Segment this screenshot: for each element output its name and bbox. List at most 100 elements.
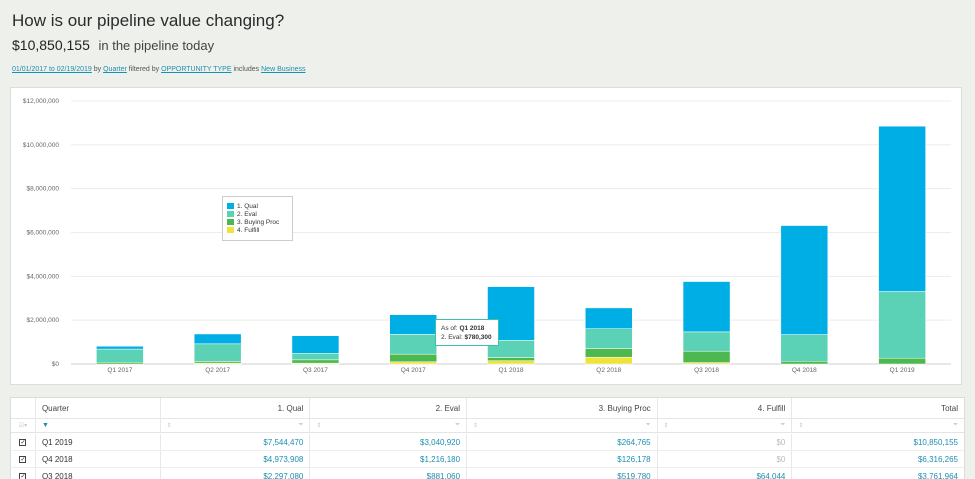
qual-cell[interactable]: $2,297,080 bbox=[161, 468, 311, 479]
sort-desc-icon[interactable]: ▼ bbox=[41, 422, 49, 429]
column-header-fulfill[interactable]: 4. Fulfill bbox=[658, 398, 793, 418]
column-header-buying[interactable]: 3. Buying Proc bbox=[467, 398, 658, 418]
bar-segment-eval[interactable] bbox=[291, 353, 340, 361]
qual-filter-cell[interactable]: ⇕ ⏷ bbox=[161, 419, 311, 432]
bar-segment-qual[interactable] bbox=[878, 125, 926, 292]
x-tick-label: Q4 2018 bbox=[792, 367, 817, 374]
bar-segment-qual[interactable] bbox=[96, 345, 144, 350]
buying-cell[interactable]: $519,780 bbox=[467, 468, 658, 479]
row-checkbox-cell[interactable]: ✓ bbox=[11, 468, 36, 479]
y-tick-label: $12,000,000 bbox=[23, 98, 60, 105]
legend-item-buying[interactable]: 3. Buying Proc bbox=[227, 218, 288, 226]
sort-arrows-icon: ⇕ bbox=[473, 423, 479, 429]
bar-segment-eval[interactable] bbox=[682, 331, 731, 352]
bar-segment-buying[interactable] bbox=[291, 359, 340, 364]
total-cell[interactable]: $6,316,265 bbox=[917, 454, 958, 464]
x-tick-label: Q3 2017 bbox=[303, 367, 328, 374]
total-filter-cell[interactable]: ⇕ ⏷ bbox=[792, 419, 964, 432]
eval-cell[interactable]: $881,060 bbox=[310, 468, 468, 479]
bar-segment-buying[interactable] bbox=[193, 361, 242, 364]
group-by-link[interactable]: Quarter bbox=[103, 66, 127, 73]
column-header-qual[interactable]: 1. Qual bbox=[161, 398, 311, 418]
filter-field-link[interactable]: OPPORTUNITY TYPE bbox=[161, 66, 232, 73]
buying-cell[interactable]: $264,765 bbox=[467, 434, 658, 450]
bar-segment-eval[interactable] bbox=[780, 334, 829, 362]
filter-icon: ⏷ bbox=[298, 422, 304, 428]
total-cell[interactable]: $3,761,964 bbox=[917, 471, 958, 479]
legend-label-qual: 1. Qual bbox=[237, 202, 258, 210]
bar-segment-buying[interactable] bbox=[780, 360, 829, 365]
eval-filter-cell[interactable]: ⇕ ⏷ bbox=[310, 419, 468, 432]
bar-segment-buying[interactable] bbox=[96, 361, 144, 365]
y-tick-label: $8,000,000 bbox=[26, 186, 59, 193]
fulfill-filter-cell[interactable]: ⇕ ⏷ bbox=[658, 419, 793, 432]
quarter-filter-cell[interactable]: ▼ bbox=[36, 419, 161, 432]
bar-segment-buying[interactable] bbox=[487, 357, 535, 361]
row-checkbox-cell[interactable]: ✓ bbox=[11, 434, 36, 450]
buying-cell[interactable]: $126,178 bbox=[467, 451, 658, 467]
y-tick-label: $10,000,000 bbox=[23, 142, 60, 149]
includes-text: includes bbox=[233, 66, 260, 73]
column-header-quarter[interactable]: Quarter bbox=[36, 398, 161, 418]
bar-segment-eval[interactable] bbox=[389, 334, 437, 355]
stacked-bar-chart: $0 $2,000,000 $4,000,000 $6,000,000 $8,000,0… bbox=[23, 98, 951, 374]
bar-segment-qual[interactable] bbox=[585, 307, 633, 329]
x-tick-label: Q2 2018 bbox=[596, 367, 621, 374]
column-header-eval[interactable]: 2. Eval bbox=[310, 398, 468, 418]
bar-segment-eval[interactable] bbox=[585, 328, 633, 349]
legend-item-fulfill[interactable]: 4. Fulfill bbox=[227, 226, 288, 234]
pipeline-summary: $10,850,155 in the pipeline today bbox=[12, 37, 214, 53]
bar-segment-eval[interactable] bbox=[878, 291, 926, 359]
bar-segment-eval[interactable] bbox=[96, 348, 144, 363]
row-checkbox[interactable]: ✓ bbox=[19, 455, 27, 463]
bar-segment-buying[interactable] bbox=[682, 350, 731, 363]
tooltip-series-value: $780,300 bbox=[464, 334, 492, 341]
eval-cell[interactable]: $1,216,180 bbox=[310, 451, 468, 467]
x-tick-label: Q1 2017 bbox=[107, 367, 132, 374]
by-text: by bbox=[93, 66, 102, 73]
total-cell[interactable]: $10,850,155 bbox=[913, 437, 959, 447]
table-row[interactable]: ✓ Q1 2019 $7,544,470 $3,040,920 $264,765… bbox=[11, 434, 964, 451]
bar-segment-fulfill[interactable] bbox=[487, 360, 535, 365]
bar-segment-fulfill[interactable] bbox=[585, 356, 633, 365]
bar-segment-qual[interactable] bbox=[193, 333, 242, 345]
date-range-link[interactable]: 01/01/2017 to 02/19/2019 bbox=[12, 66, 92, 73]
row-checkbox[interactable]: ✓ bbox=[19, 472, 27, 479]
quarter-cell: Q3 2018 bbox=[36, 468, 161, 479]
filter-value-link[interactable]: New Business bbox=[261, 66, 306, 73]
data-table: Quarter 1. Qual 2. Eval 3. Buying Proc 4… bbox=[10, 397, 965, 479]
column-header-total[interactable]: Total bbox=[941, 403, 958, 413]
bar-segment-qual[interactable] bbox=[389, 314, 437, 335]
bar-segment-eval[interactable] bbox=[193, 343, 242, 362]
qual-cell[interactable]: $4,973,908 bbox=[161, 451, 311, 467]
bar-segment-qual[interactable] bbox=[682, 281, 731, 333]
bar-segment-buying[interactable] bbox=[878, 357, 926, 365]
bar-segment-buying[interactable] bbox=[585, 348, 633, 358]
sort-arrows-icon: ⇕ bbox=[316, 423, 322, 429]
legend-item-eval[interactable]: 2. Eval bbox=[227, 210, 288, 218]
legend-item-qual[interactable]: 1. Qual bbox=[227, 202, 288, 210]
qual-cell[interactable]: $7,544,470 bbox=[161, 434, 311, 450]
row-checkbox-cell[interactable]: ✓ bbox=[11, 451, 36, 467]
bar-segment-qual[interactable] bbox=[291, 335, 340, 354]
bar-segment-buying[interactable] bbox=[389, 353, 437, 363]
quarter-cell: Q1 2019 bbox=[36, 434, 161, 450]
row-checkbox[interactable]: ✓ bbox=[19, 438, 27, 446]
y-tick-label: $6,000,000 bbox=[26, 230, 59, 237]
y-tick-label: $2,000,000 bbox=[26, 317, 59, 324]
fulfill-cell[interactable]: $64,044 bbox=[658, 468, 793, 479]
tooltip-series-label: 2. Eval: bbox=[441, 334, 463, 341]
tooltip-as-of-label: As of: bbox=[441, 325, 458, 332]
table-row[interactable]: ✓ Q4 2018 $4,973,908 $1,216,180 $126,178… bbox=[11, 451, 964, 468]
legend-label-eval: 2. Eval bbox=[237, 210, 257, 218]
legend-swatch-qual bbox=[227, 203, 234, 209]
buying-filter-cell[interactable]: ⇕ ⏷ bbox=[467, 419, 658, 432]
x-tick-label: Q4 2017 bbox=[401, 367, 426, 374]
table-row[interactable]: ✓ Q3 2018 $2,297,080 $881,060 $519,780 $… bbox=[11, 468, 964, 479]
row-select-toggle[interactable]: ☑▾ bbox=[11, 419, 36, 432]
bar-segment-fulfill[interactable] bbox=[389, 361, 437, 365]
bar-segment-qual[interactable] bbox=[780, 225, 829, 335]
eval-cell[interactable]: $3,040,920 bbox=[310, 434, 468, 450]
sort-arrows-icon: ⇕ bbox=[166, 423, 172, 429]
page-title: How is our pipeline value changing? bbox=[12, 11, 285, 30]
